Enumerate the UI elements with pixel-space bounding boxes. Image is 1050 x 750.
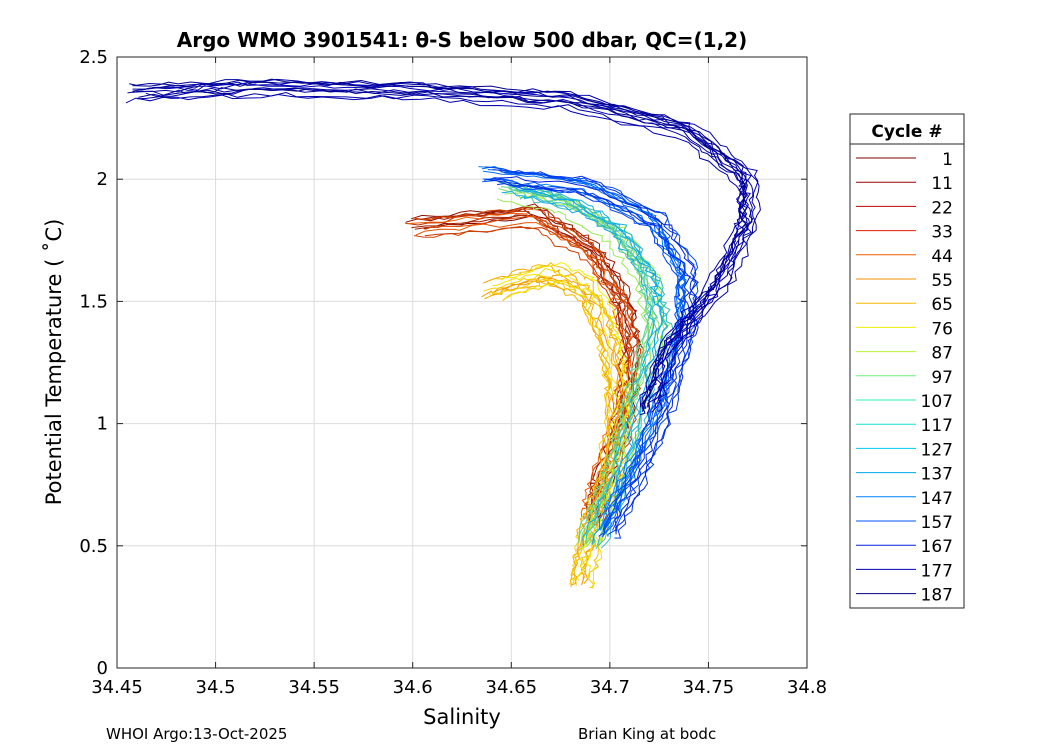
x-axis-label: Salinity xyxy=(423,705,501,729)
x-tick-label: 34.65 xyxy=(486,677,538,698)
legend-box xyxy=(849,113,965,609)
series-line xyxy=(132,87,746,412)
series-line xyxy=(405,210,625,520)
y-tick-label: 0.5 xyxy=(79,536,108,557)
chart-title: Argo WMO 3901541: θ-S below 500 dbar, QC… xyxy=(177,28,747,52)
x-ticks: 34.45 34.5 34.55 34.6 34.65 34.7 34.75 34.8 xyxy=(91,57,827,698)
legend-label: 137 xyxy=(921,465,953,485)
y-tick-label: 0 xyxy=(97,658,108,679)
legend-label: 44 xyxy=(931,247,953,267)
series-line xyxy=(413,208,634,517)
legend-label: 55 xyxy=(931,271,953,291)
footer-left-credit: WHOI Argo:13-Oct-2025 xyxy=(106,725,288,743)
legend-label: 187 xyxy=(921,586,953,606)
series-line xyxy=(405,208,627,519)
series-line xyxy=(136,91,750,415)
legend-label: 117 xyxy=(921,416,953,436)
legend-label: 97 xyxy=(931,368,953,388)
x-tick-label: 34.45 xyxy=(91,677,143,698)
series-line xyxy=(505,278,632,587)
legend-label: 22 xyxy=(931,198,953,218)
legend-label: 87 xyxy=(931,344,953,364)
series-line xyxy=(129,78,744,408)
series-line xyxy=(519,196,669,549)
legend-label: 127 xyxy=(921,440,953,460)
x-tick-label: 34.7 xyxy=(590,677,630,698)
plot-frame xyxy=(116,56,808,669)
legend-label: 167 xyxy=(921,537,953,557)
series-line xyxy=(508,185,659,544)
plot-area xyxy=(117,57,807,668)
series-lines xyxy=(125,78,761,589)
legend-label: 1 xyxy=(942,150,953,170)
legend: Cycle # 11122334455657687971071171271371… xyxy=(849,113,965,609)
series-line xyxy=(481,165,683,531)
series-line xyxy=(406,212,626,520)
legend-label: 33 xyxy=(931,223,953,243)
legend-label: 177 xyxy=(921,561,953,581)
y-ticks: 0 0.5 1 1.5 2 2.5 xyxy=(79,47,807,679)
series-line xyxy=(486,178,691,537)
footer-right-credit: Brian King at bodc xyxy=(578,725,717,743)
x-tick-label: 34.5 xyxy=(196,677,236,698)
x-tick-label: 34.8 xyxy=(787,677,827,698)
series-line xyxy=(482,179,685,538)
y-tick-label: 1 xyxy=(97,414,108,435)
y-tick-label: 2 xyxy=(97,169,108,190)
series-line xyxy=(501,191,655,547)
series-line xyxy=(498,188,652,545)
y-tick-label: 2.5 xyxy=(79,47,108,68)
series-line xyxy=(143,81,759,409)
x-tick-label: 34.75 xyxy=(683,677,735,698)
x-tick-label: 34.55 xyxy=(288,677,340,698)
series-line xyxy=(483,178,681,537)
series-line xyxy=(509,184,656,543)
series-line xyxy=(494,176,699,535)
series-line xyxy=(132,81,749,410)
series-line xyxy=(501,262,631,578)
y-tick-label: 1.5 xyxy=(79,291,108,312)
legend-label: 11 xyxy=(931,174,953,194)
x-tick-label: 34.6 xyxy=(393,677,433,698)
legend-label: 107 xyxy=(921,392,953,412)
legend-label: 65 xyxy=(931,295,953,315)
legend-entries: 1112233445565768797107117127137147157167… xyxy=(856,150,953,606)
y-axis-label: Potential Temperature ( ˚C) xyxy=(42,219,66,506)
legend-label: 157 xyxy=(921,513,953,533)
series-line xyxy=(515,187,663,545)
legend-label: 76 xyxy=(931,319,953,339)
legend-title: Cycle # xyxy=(871,122,942,142)
legend-label: 147 xyxy=(921,489,953,509)
series-line xyxy=(501,186,651,544)
series-line xyxy=(145,87,761,413)
